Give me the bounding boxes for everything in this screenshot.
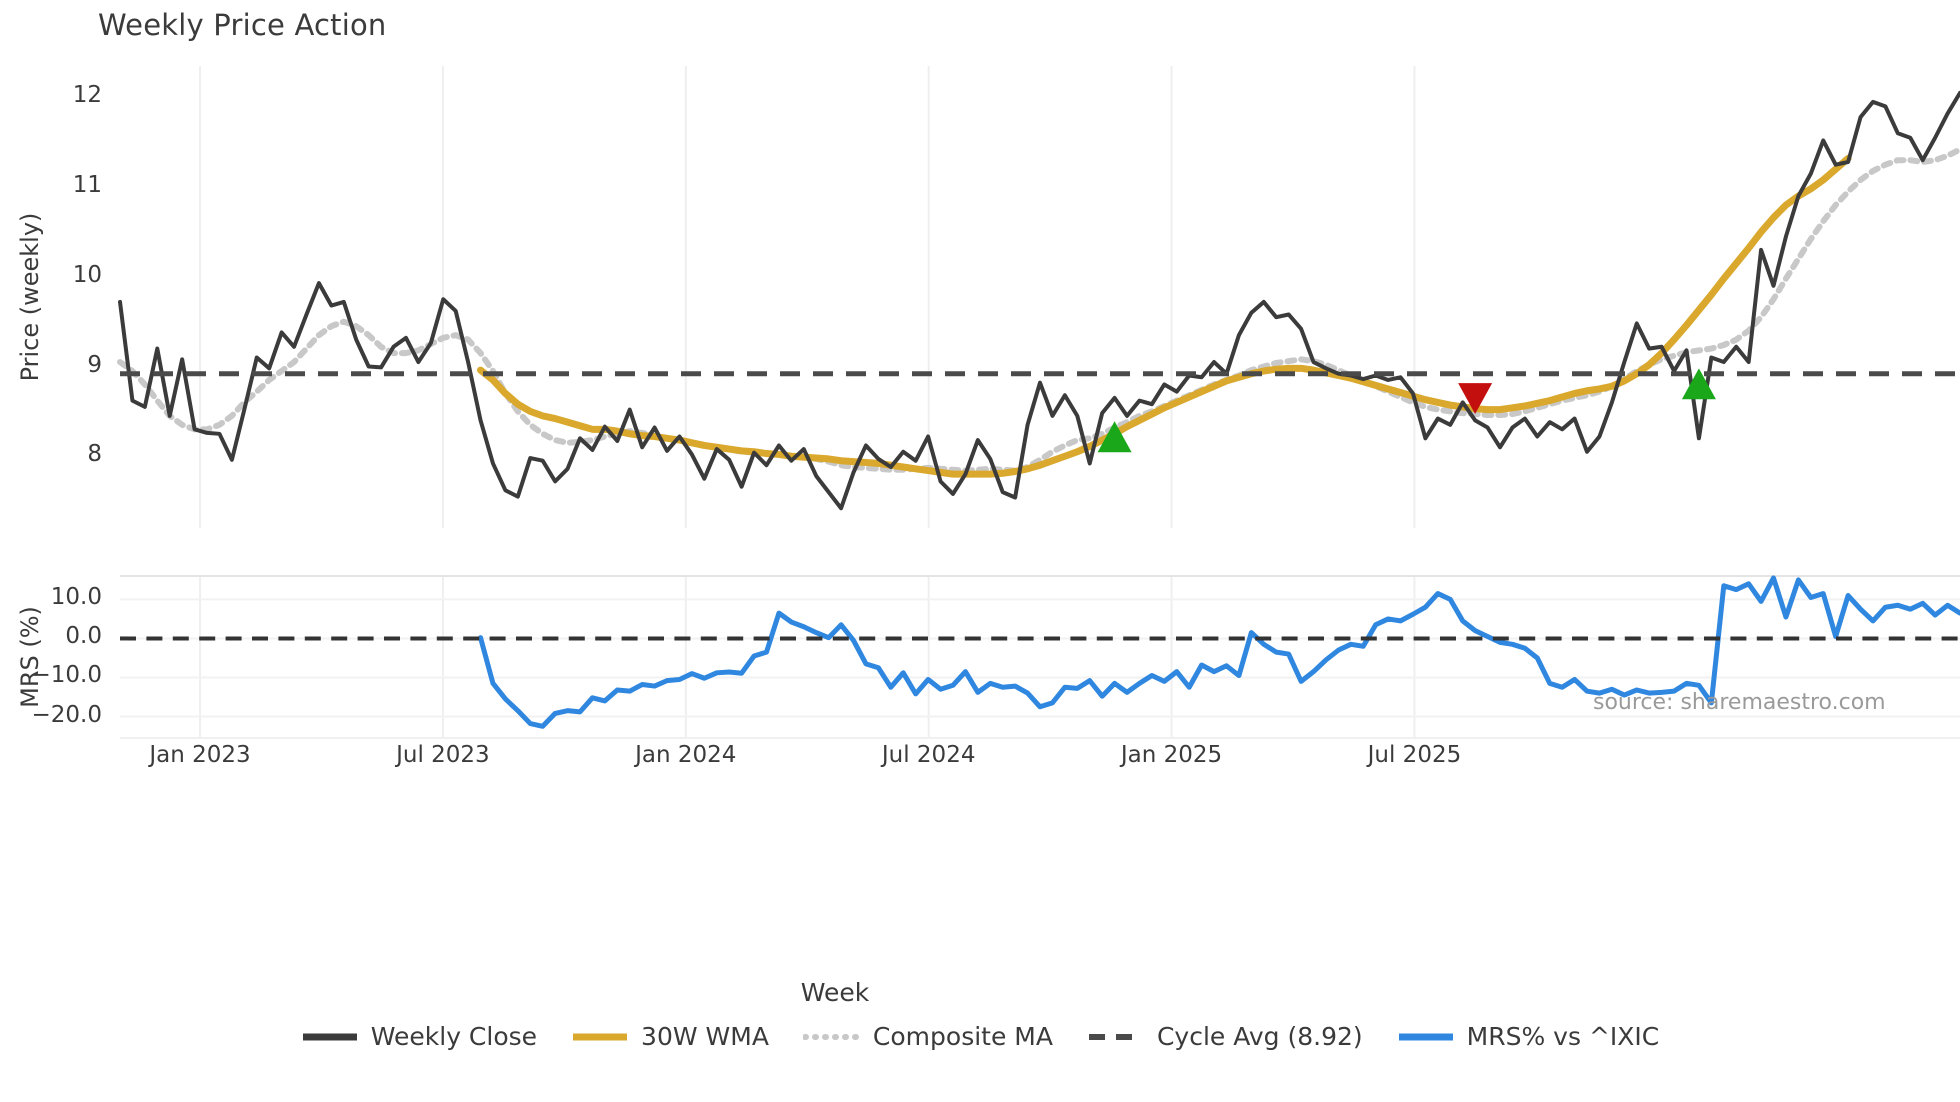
- line-dotted-icon: [802, 1027, 861, 1047]
- x-tick-label: Jan 2023: [149, 742, 251, 768]
- legend-item-label: Weekly Close: [370, 1022, 538, 1051]
- x-tick-label: Jan 2025: [1120, 742, 1223, 768]
- y-axis-label-price: Price (weekly): [16, 212, 44, 382]
- x-tick-label: Jul 2024: [881, 742, 976, 768]
- buy-signal-marker: [1097, 421, 1132, 453]
- sell-signal-marker: [1458, 383, 1493, 415]
- y-tick-label-price: 11: [72, 172, 102, 199]
- y-tick-label-mrs: 0.0: [65, 623, 102, 650]
- source-attribution: source: sharemaestro.com: [1593, 690, 1886, 715]
- legend-item[interactable]: Weekly Close: [301, 1022, 537, 1051]
- chart-legend: Weekly Close 30W WMA Composite MA Cycle Avg…: [0, 1022, 1960, 1051]
- y-axis-label-mrs: MRS (%): [16, 606, 44, 708]
- y-tick-label-price: 10: [72, 261, 102, 288]
- legend-item-label: Composite MA: [872, 1022, 1053, 1051]
- legend-item[interactable]: Composite MA: [802, 1022, 1053, 1051]
- plot-area: [117, 66, 1960, 739]
- price-series-30w-wma: [477, 154, 1852, 478]
- x-axis-label: Week: [800, 978, 870, 1007]
- price-series-composite-ma: [117, 146, 1960, 474]
- legend-item-label: MRS% vs ^IXIC: [1466, 1022, 1660, 1051]
- line-dashed-icon: [1087, 1027, 1145, 1047]
- y-tick-label-price: 12: [72, 82, 102, 109]
- line-solid-icon: [1397, 1027, 1455, 1047]
- y-tick-label-mrs: −20.0: [31, 701, 102, 728]
- price-series-weekly-close: [118, 90, 1960, 511]
- mrs-series-mrs-vs-ixic: [478, 575, 1960, 729]
- x-tick-label: Jan 2024: [635, 742, 737, 768]
- x-tick-label: Jul 2025: [1367, 742, 1462, 768]
- y-tick-label-price: 9: [87, 351, 102, 378]
- y-tick-label-price: 8: [87, 441, 102, 468]
- line-solid-icon: [571, 1027, 629, 1047]
- chart-title: Weekly Price Action: [98, 8, 387, 42]
- buy-signal-marker: [1681, 368, 1716, 400]
- y-tick-label-mrs: −10.0: [31, 662, 102, 689]
- legend-item-label: 30W WMA: [641, 1022, 769, 1051]
- x-tick-label: Jul 2023: [396, 742, 490, 768]
- line-solid-icon: [301, 1027, 359, 1047]
- legend-item-label: Cycle Avg (8.92): [1156, 1022, 1363, 1051]
- legend-item[interactable]: MRS% vs ^IXIC: [1397, 1022, 1660, 1051]
- y-tick-label-mrs: 10.0: [50, 584, 102, 611]
- legend-item[interactable]: 30W WMA: [571, 1022, 769, 1051]
- legend-item[interactable]: Cycle Avg (8.92): [1087, 1022, 1363, 1051]
